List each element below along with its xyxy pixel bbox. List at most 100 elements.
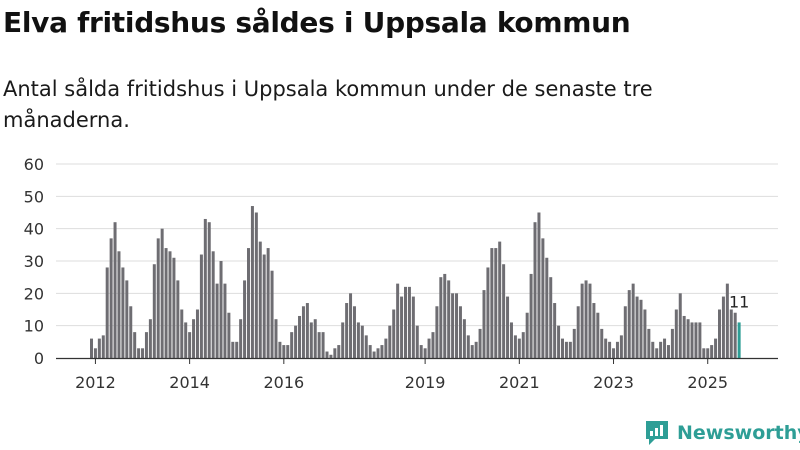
bar — [101, 335, 105, 358]
y-tick-label: 40 — [24, 220, 44, 239]
bar — [160, 228, 164, 358]
bar — [282, 345, 286, 358]
bar — [580, 283, 584, 358]
bar — [195, 309, 199, 358]
bar — [125, 280, 129, 358]
bars — [90, 206, 741, 358]
x-tick-label: 2025 — [687, 373, 728, 392]
bar — [278, 341, 282, 358]
bar — [121, 267, 125, 358]
bar — [270, 270, 274, 358]
bar — [698, 322, 702, 358]
bar — [262, 254, 266, 358]
bar — [345, 303, 349, 358]
bar — [498, 241, 502, 358]
x-axis: 2012 2014 2016 2019 2021 2023 2025 — [56, 357, 778, 392]
bar — [404, 286, 407, 358]
bar — [396, 283, 400, 358]
bar — [686, 319, 690, 358]
bar — [721, 296, 725, 358]
bar — [239, 319, 243, 358]
y-tick-label: 10 — [24, 317, 44, 336]
bar — [486, 267, 490, 358]
bar — [148, 319, 152, 358]
bar — [439, 277, 443, 358]
annotations: 11 — [729, 292, 749, 311]
bar — [117, 251, 121, 358]
bar — [690, 322, 694, 358]
bar — [506, 296, 510, 358]
bar — [513, 335, 517, 358]
bar — [176, 280, 180, 358]
bar — [541, 238, 545, 358]
bar — [90, 338, 93, 358]
bar — [337, 345, 341, 358]
bar — [184, 322, 188, 358]
bar — [596, 312, 600, 358]
bar — [568, 341, 572, 358]
bar — [545, 257, 549, 358]
bar — [309, 322, 313, 358]
bar — [133, 332, 137, 358]
bar — [564, 341, 568, 358]
bar — [192, 319, 196, 358]
bar — [258, 241, 262, 358]
brand-name: Newsworthy — [677, 422, 800, 444]
bar — [435, 306, 439, 358]
bar — [156, 238, 160, 358]
bar — [109, 238, 113, 358]
bar — [172, 257, 176, 358]
bar — [678, 293, 682, 358]
bar — [286, 345, 290, 358]
bar — [301, 306, 305, 358]
bar — [482, 290, 486, 358]
bar — [608, 341, 612, 358]
bar — [317, 332, 321, 358]
bar — [400, 296, 404, 358]
bar — [419, 345, 423, 358]
bar — [431, 332, 435, 358]
bar — [674, 309, 678, 358]
bar — [423, 348, 427, 358]
bar — [572, 328, 576, 358]
bar — [533, 222, 537, 358]
bar — [352, 306, 356, 358]
bar — [141, 348, 145, 358]
bar — [615, 341, 619, 358]
bar — [274, 319, 278, 358]
bar-latest — [737, 322, 741, 358]
bar — [521, 332, 525, 358]
bar — [235, 341, 239, 358]
y-tick-label: 0 — [34, 349, 44, 368]
bar — [478, 328, 482, 358]
bar — [494, 248, 498, 358]
bar — [341, 322, 345, 358]
bar — [666, 345, 670, 358]
bar — [451, 293, 455, 358]
bar — [164, 248, 168, 358]
bar — [250, 206, 254, 358]
bar — [215, 283, 219, 358]
x-tick-label: 2012 — [75, 373, 116, 392]
bar — [627, 290, 631, 358]
bar — [619, 335, 623, 358]
bar — [290, 332, 294, 358]
bar — [694, 322, 698, 358]
bar — [333, 348, 337, 358]
bar — [266, 248, 270, 358]
bar — [325, 351, 329, 358]
bar — [470, 345, 474, 358]
bar — [388, 325, 392, 358]
bar — [407, 286, 411, 358]
y-tick-label: 30 — [24, 252, 44, 271]
bar — [706, 348, 710, 358]
bar — [443, 273, 447, 358]
bar — [474, 341, 478, 358]
bar — [525, 312, 529, 358]
bar — [254, 212, 258, 358]
bar — [199, 254, 203, 358]
bar — [372, 351, 376, 358]
bar — [553, 303, 557, 358]
newsworthy-icon — [646, 421, 668, 445]
